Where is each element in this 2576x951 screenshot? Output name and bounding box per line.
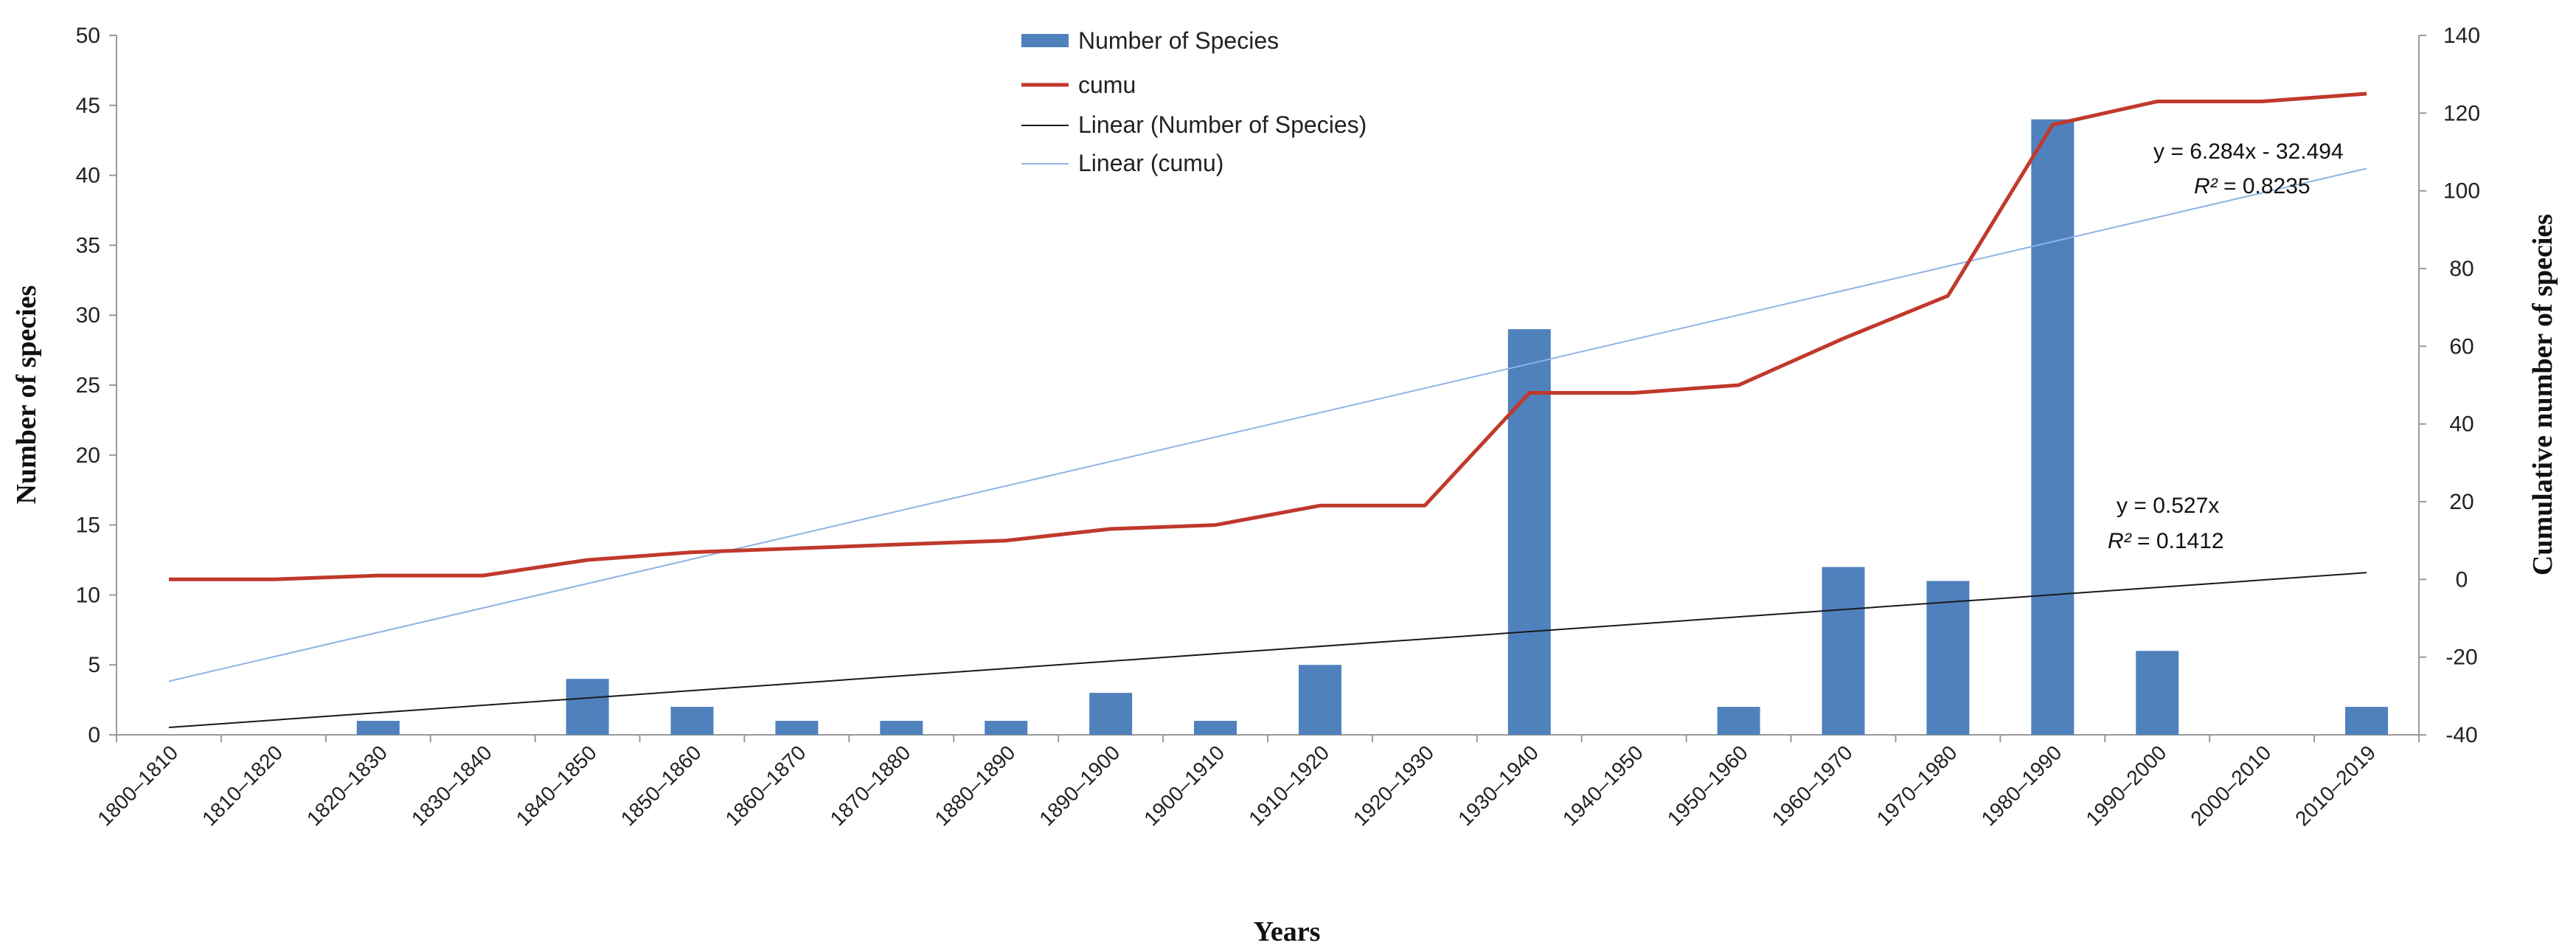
bar-series	[356, 119, 2389, 735]
y-tick-label: 0	[88, 723, 100, 747]
trendline-linear-cumu	[168, 167, 2367, 682]
bar-number-of-species	[1298, 665, 1341, 735]
annotation-cumu-r2-label: R²	[2194, 174, 2218, 198]
legend-label-linear-cumu: Linear (cumu)	[1078, 150, 1223, 176]
bar-number-of-species	[566, 679, 609, 735]
x-tick-label: 1910–1920	[1244, 741, 1333, 830]
y2-tick-label: 60	[2449, 334, 2473, 359]
y-tick-label: 30	[76, 303, 100, 328]
legend-label-species: Number of Species	[1078, 27, 1279, 54]
x-tick-label: 2000–2010	[2186, 741, 2275, 830]
x-tick-label: 1930–1940	[1454, 741, 1543, 830]
x-tick-label: 1850–1860	[617, 741, 706, 830]
bar-number-of-species	[2136, 651, 2179, 735]
y-tick-label: 45	[76, 94, 100, 118]
bar-number-of-species	[1717, 707, 1760, 735]
bar-number-of-species	[670, 707, 714, 735]
x-tick-label: 1940–1950	[1558, 741, 1648, 830]
x-tick-label: 1990–2000	[2081, 741, 2170, 830]
y-tick-label: 15	[76, 513, 100, 538]
legend-label-cumu: cumu	[1078, 72, 1136, 98]
x-tick-label: 1920–1930	[1349, 741, 1438, 830]
bar-number-of-species	[985, 721, 1028, 735]
x-tick-label: 1890–1900	[1035, 741, 1124, 830]
annotation-species-r2-label: R²	[2108, 529, 2132, 553]
legend: Number of Species cumu Linear (Number of…	[1021, 27, 1367, 176]
bar-number-of-species	[775, 721, 819, 735]
y2-tick-label: 20	[2449, 490, 2473, 514]
x-tick-label: 1860–1870	[721, 741, 810, 830]
x-tick-label: 2010–2019	[2291, 741, 2380, 830]
bar-number-of-species	[356, 721, 400, 735]
annotation-cumu-r2: R² = 0.8235	[2194, 174, 2311, 198]
y2-tick-label: -20	[2445, 646, 2477, 670]
y2-tick-label: 80	[2449, 257, 2473, 281]
bar-number-of-species	[1507, 329, 1551, 735]
x-tick-label: 1960–1970	[1768, 741, 1857, 830]
y-tick-label: 50	[76, 24, 100, 48]
x-tick-label: 1870–1880	[826, 741, 915, 830]
bar-number-of-species	[1822, 567, 1865, 735]
legend-label-linear-species: Linear (Number of Species)	[1078, 111, 1367, 138]
y2-tick-label: 100	[2443, 179, 2480, 204]
x-tick-label: 1840–1850	[512, 741, 601, 830]
x-tick-label: 1880–1890	[930, 741, 1019, 830]
line-cumu	[169, 91, 2367, 581]
y-tick-label: 20	[76, 443, 100, 468]
x-tick-label: 1950–1960	[1663, 741, 1752, 830]
y-tick-label: 5	[88, 653, 100, 677]
y2-tick-label: 140	[2443, 24, 2480, 48]
y2-axis-title: Cumulative number of species	[2527, 214, 2558, 575]
annotation-species-r2: R² = 0.1412	[2108, 529, 2224, 553]
x-tick-label: 1820–1830	[302, 741, 392, 830]
bar-number-of-species	[1089, 693, 1133, 735]
annotation-species-r2-value: = 0.1412	[2131, 529, 2224, 553]
y-tick-label: 10	[76, 583, 100, 607]
x-tick-label: 1830–1840	[407, 741, 496, 830]
x-tick-label: 1810–1820	[198, 741, 287, 830]
bar-number-of-species	[2031, 119, 2075, 735]
legend-swatch-species	[1021, 34, 1069, 47]
annotation-cumu-r2-value: = 0.8235	[2218, 174, 2311, 198]
bar-number-of-species	[1194, 721, 1237, 735]
x-axis-title: Years	[1254, 916, 1321, 947]
x-tick-label: 1800–1810	[93, 741, 182, 830]
annotation-species-equation: y = 0.527x	[2117, 494, 2219, 518]
y2-tick-label: 0	[2456, 567, 2468, 592]
y2-tick-label: -40	[2445, 723, 2477, 747]
y-tick-label: 25	[76, 373, 100, 398]
trendline-linear-number-of-species	[168, 572, 2367, 729]
line-series	[168, 91, 2367, 729]
y-tick-label: 35	[76, 233, 100, 257]
annotation-cumu-equation: y = 6.284x - 32.494	[2153, 139, 2344, 164]
bar-number-of-species	[2345, 707, 2389, 735]
x-tick-label: 1900–1910	[1139, 741, 1229, 830]
x-tick-label: 1980–1990	[1977, 741, 2066, 830]
bar-number-of-species	[880, 721, 923, 735]
y-tick-label: 40	[76, 164, 100, 188]
y-axis-title: Number of species	[11, 286, 42, 505]
x-tick-label: 1970–1980	[1872, 741, 1962, 830]
bar-number-of-species	[1926, 581, 1970, 735]
y2-tick-label: 40	[2449, 412, 2473, 437]
y2-tick-label: 120	[2443, 101, 2480, 125]
